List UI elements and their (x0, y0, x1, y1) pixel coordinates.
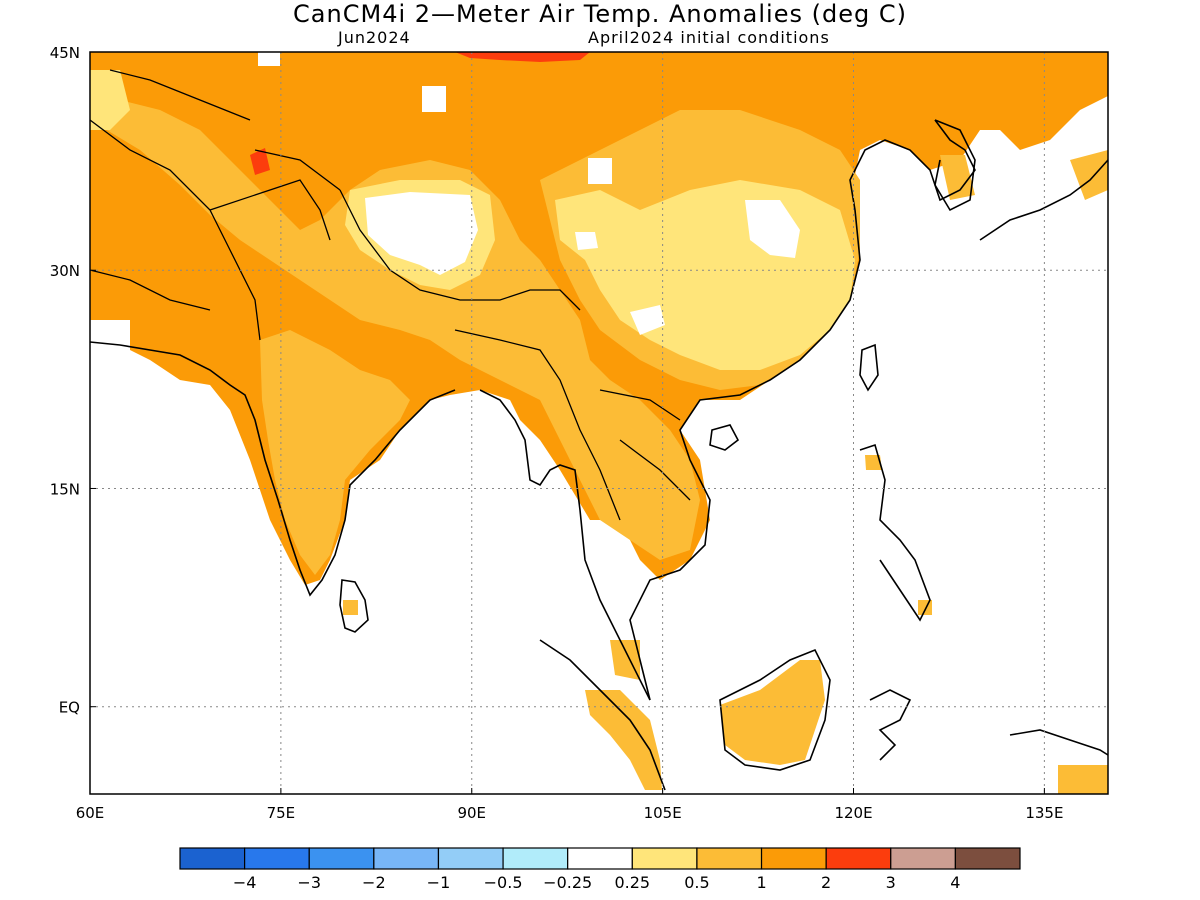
colorbar-swatch (954, 847, 1021, 870)
lon-tick-label: 135E (1025, 804, 1063, 822)
colorbar-label: 2 (821, 873, 831, 892)
lon-tick-label: 60E (76, 804, 105, 822)
lat-tick-label: 30N (50, 262, 80, 280)
colorbar: −4 −3 −2 −1 −0.5 −0.25 0.25 0.5 1 2 3 4 (179, 847, 1021, 892)
anomaly-region-2-3-a (455, 52, 590, 62)
anomaly-fill-layer (90, 52, 1108, 794)
gridline-layer (90, 52, 1108, 794)
masked-cell (422, 86, 446, 112)
masked-cell (588, 158, 612, 184)
lon-tick-label: 75E (267, 804, 296, 822)
colorbar-label: 4 (950, 873, 960, 892)
anomaly-region-borneo (720, 660, 825, 765)
anomaly-region-korea (940, 155, 975, 200)
coastline-sulawesi (869, 689, 912, 761)
map-border (89, 51, 1109, 795)
anomaly-region-near-zero-b (745, 200, 800, 258)
colorbar-swatch (502, 847, 569, 870)
colorbar-label: 0.5 (684, 873, 709, 892)
anomaly-region-malay (610, 640, 640, 680)
anomaly-region-1-a (90, 100, 700, 560)
coastline-india (89, 341, 456, 597)
coastline-taiwan (859, 343, 879, 392)
coastline-srilanka (339, 579, 369, 633)
chart-title: CanCM4i 2—Meter Air Temp. Anomalies (deg… (293, 0, 907, 28)
colorbar-swatch (890, 847, 956, 870)
axis-labels: 60E 75E 90E 105E 120E 135E 45N 30N 15N EQ (50, 44, 1064, 822)
coastline-borneo (719, 648, 831, 771)
anomaly-region-philippines (865, 455, 882, 470)
colorbar-swatch (760, 847, 827, 870)
colorbar-label: 3 (886, 873, 896, 892)
colorbar-swatch (308, 847, 375, 870)
colorbar-label: −0.5 (484, 873, 523, 892)
colorbar-label: −3 (297, 873, 321, 892)
anomaly-region-sulawesi (918, 600, 932, 615)
lat-tick-label: 15N (50, 480, 80, 498)
lon-tick-label: 120E (834, 804, 872, 822)
border-lines (89, 69, 691, 521)
colorbar-label: −0.25 (543, 873, 592, 892)
coastline-philippines (859, 443, 931, 622)
colorbar-label: −4 (233, 873, 257, 892)
coastline-newguinea (1009, 729, 1109, 756)
coastline-layer (89, 69, 1109, 791)
anomaly-region-newguinea (1058, 765, 1108, 794)
colorbar-label: 1 (756, 873, 766, 892)
anomaly-region-near-zero-a (365, 192, 478, 275)
colorbar-label: 0.25 (614, 873, 650, 892)
masked-cell (258, 52, 280, 66)
coastline-korea (934, 119, 976, 212)
colorbar-swatch (437, 847, 504, 870)
anomaly-region-near-zero-d (630, 305, 665, 335)
colorbar-label: −1 (427, 873, 451, 892)
colorbar-label: −2 (362, 873, 386, 892)
anomaly-region-1-b (260, 330, 410, 575)
colorbar-swatch (825, 847, 892, 870)
anomaly-region-japan (1070, 150, 1108, 200)
coastline-sumatra (539, 639, 666, 791)
anomaly-region-srilanka (343, 600, 358, 615)
lon-tick-label: 90E (457, 804, 486, 822)
coastline-hainan (709, 424, 740, 451)
anomaly-region-sumatra (585, 690, 662, 790)
initial-conditions: April2024 initial conditions (588, 28, 830, 47)
colorbar-swatch (567, 847, 633, 870)
coastline-bay-east (479, 389, 651, 701)
coastline-indochina (629, 119, 976, 701)
anomaly-region-2-3-b (250, 148, 270, 175)
anomaly-region-near-zero-c (575, 232, 598, 250)
coastline-japan (979, 159, 1109, 241)
lat-tick-label: EQ (59, 699, 80, 717)
colorbar-swatch (631, 847, 698, 870)
colorbar-swatch (373, 847, 440, 870)
anomaly-region-0.5-1-c (90, 70, 130, 130)
lon-tick-label: 105E (644, 804, 682, 822)
colorbar-swatch (696, 847, 763, 870)
forecast-month: Jun2024 (338, 28, 411, 47)
colorbar-swatch (179, 847, 246, 870)
lat-tick-label: 45N (50, 44, 80, 62)
colorbar-swatch (244, 847, 310, 870)
map-frame (89, 51, 1109, 795)
